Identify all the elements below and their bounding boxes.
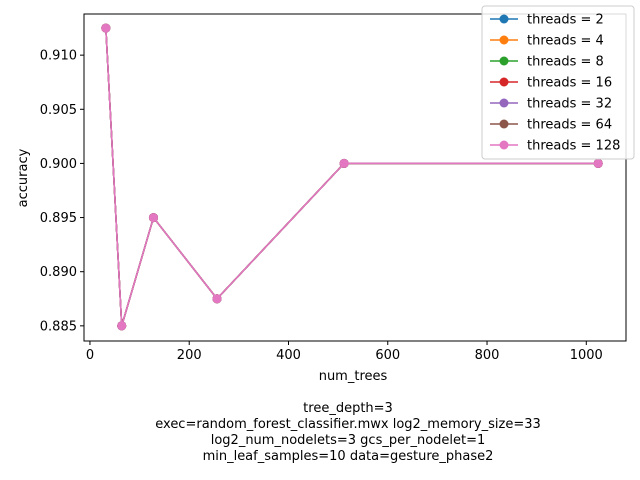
x-axis-label: num_trees [319,369,388,384]
y-tick-label: 0.885 [40,319,77,334]
caption-line: log2_num_nodelets=3 gcs_per_nodelet=1 [210,433,486,448]
legend-label: threads = 128 [527,139,620,154]
legend-label: threads = 16 [527,76,612,91]
y-tick-label: 0.910 [40,49,77,64]
x-tick-label: 600 [375,348,400,363]
legend-swatch-marker [499,77,509,87]
data-point [339,158,349,168]
x-tick-label: 800 [475,348,500,363]
x-tick-label: 1000 [570,348,603,363]
caption-line: tree_depth=3 [303,401,393,416]
legend-swatch-marker [499,140,509,150]
series-line [105,28,599,327]
data-point [593,158,603,168]
legend: threads = 2 threads = 4 threads = 8 threads… [481,5,635,160]
data-point [148,213,158,223]
data-point [101,23,111,33]
legend-swatch-marker [499,119,509,129]
legend-swatch-marker [499,56,509,66]
legend-label: threads = 4 [527,34,604,49]
chart-marks [101,23,603,331]
legend-swatch-marker [499,98,509,108]
y-tick-label: 0.895 [40,211,77,226]
caption-line: exec=random_forest_classifier.mwx log2_m… [155,417,541,432]
data-point [212,294,222,304]
caption-line: min_leaf_samples=10 data=gesture_phase2 [202,449,494,464]
y-axis-label: accuracy [16,148,31,207]
y-tick-label: 0.890 [40,265,77,280]
x-tick-label: 0 [86,348,94,363]
legend-box [481,5,635,160]
legend-label: threads = 8 [527,55,604,70]
caption: tree_depth=3 exec=random_forest_classifi… [0,401,640,465]
axes: 0 200 400 600 800 1000 0.885 0.890 0.895 0.900 0.9… [40,13,627,363]
y-tick-label: 0.905 [40,103,77,118]
plot-frame [83,13,627,342]
y-tick-label: 0.900 [40,157,77,172]
data-point [117,321,127,331]
legend-label: threads = 32 [527,97,612,112]
x-tick-label: 400 [276,348,301,363]
legend-label: threads = 64 [527,118,612,133]
x-tick-label: 200 [177,348,202,363]
legend-swatch-marker [499,35,509,45]
legend-swatch-marker [499,14,509,24]
legend-label: threads = 2 [527,13,604,28]
